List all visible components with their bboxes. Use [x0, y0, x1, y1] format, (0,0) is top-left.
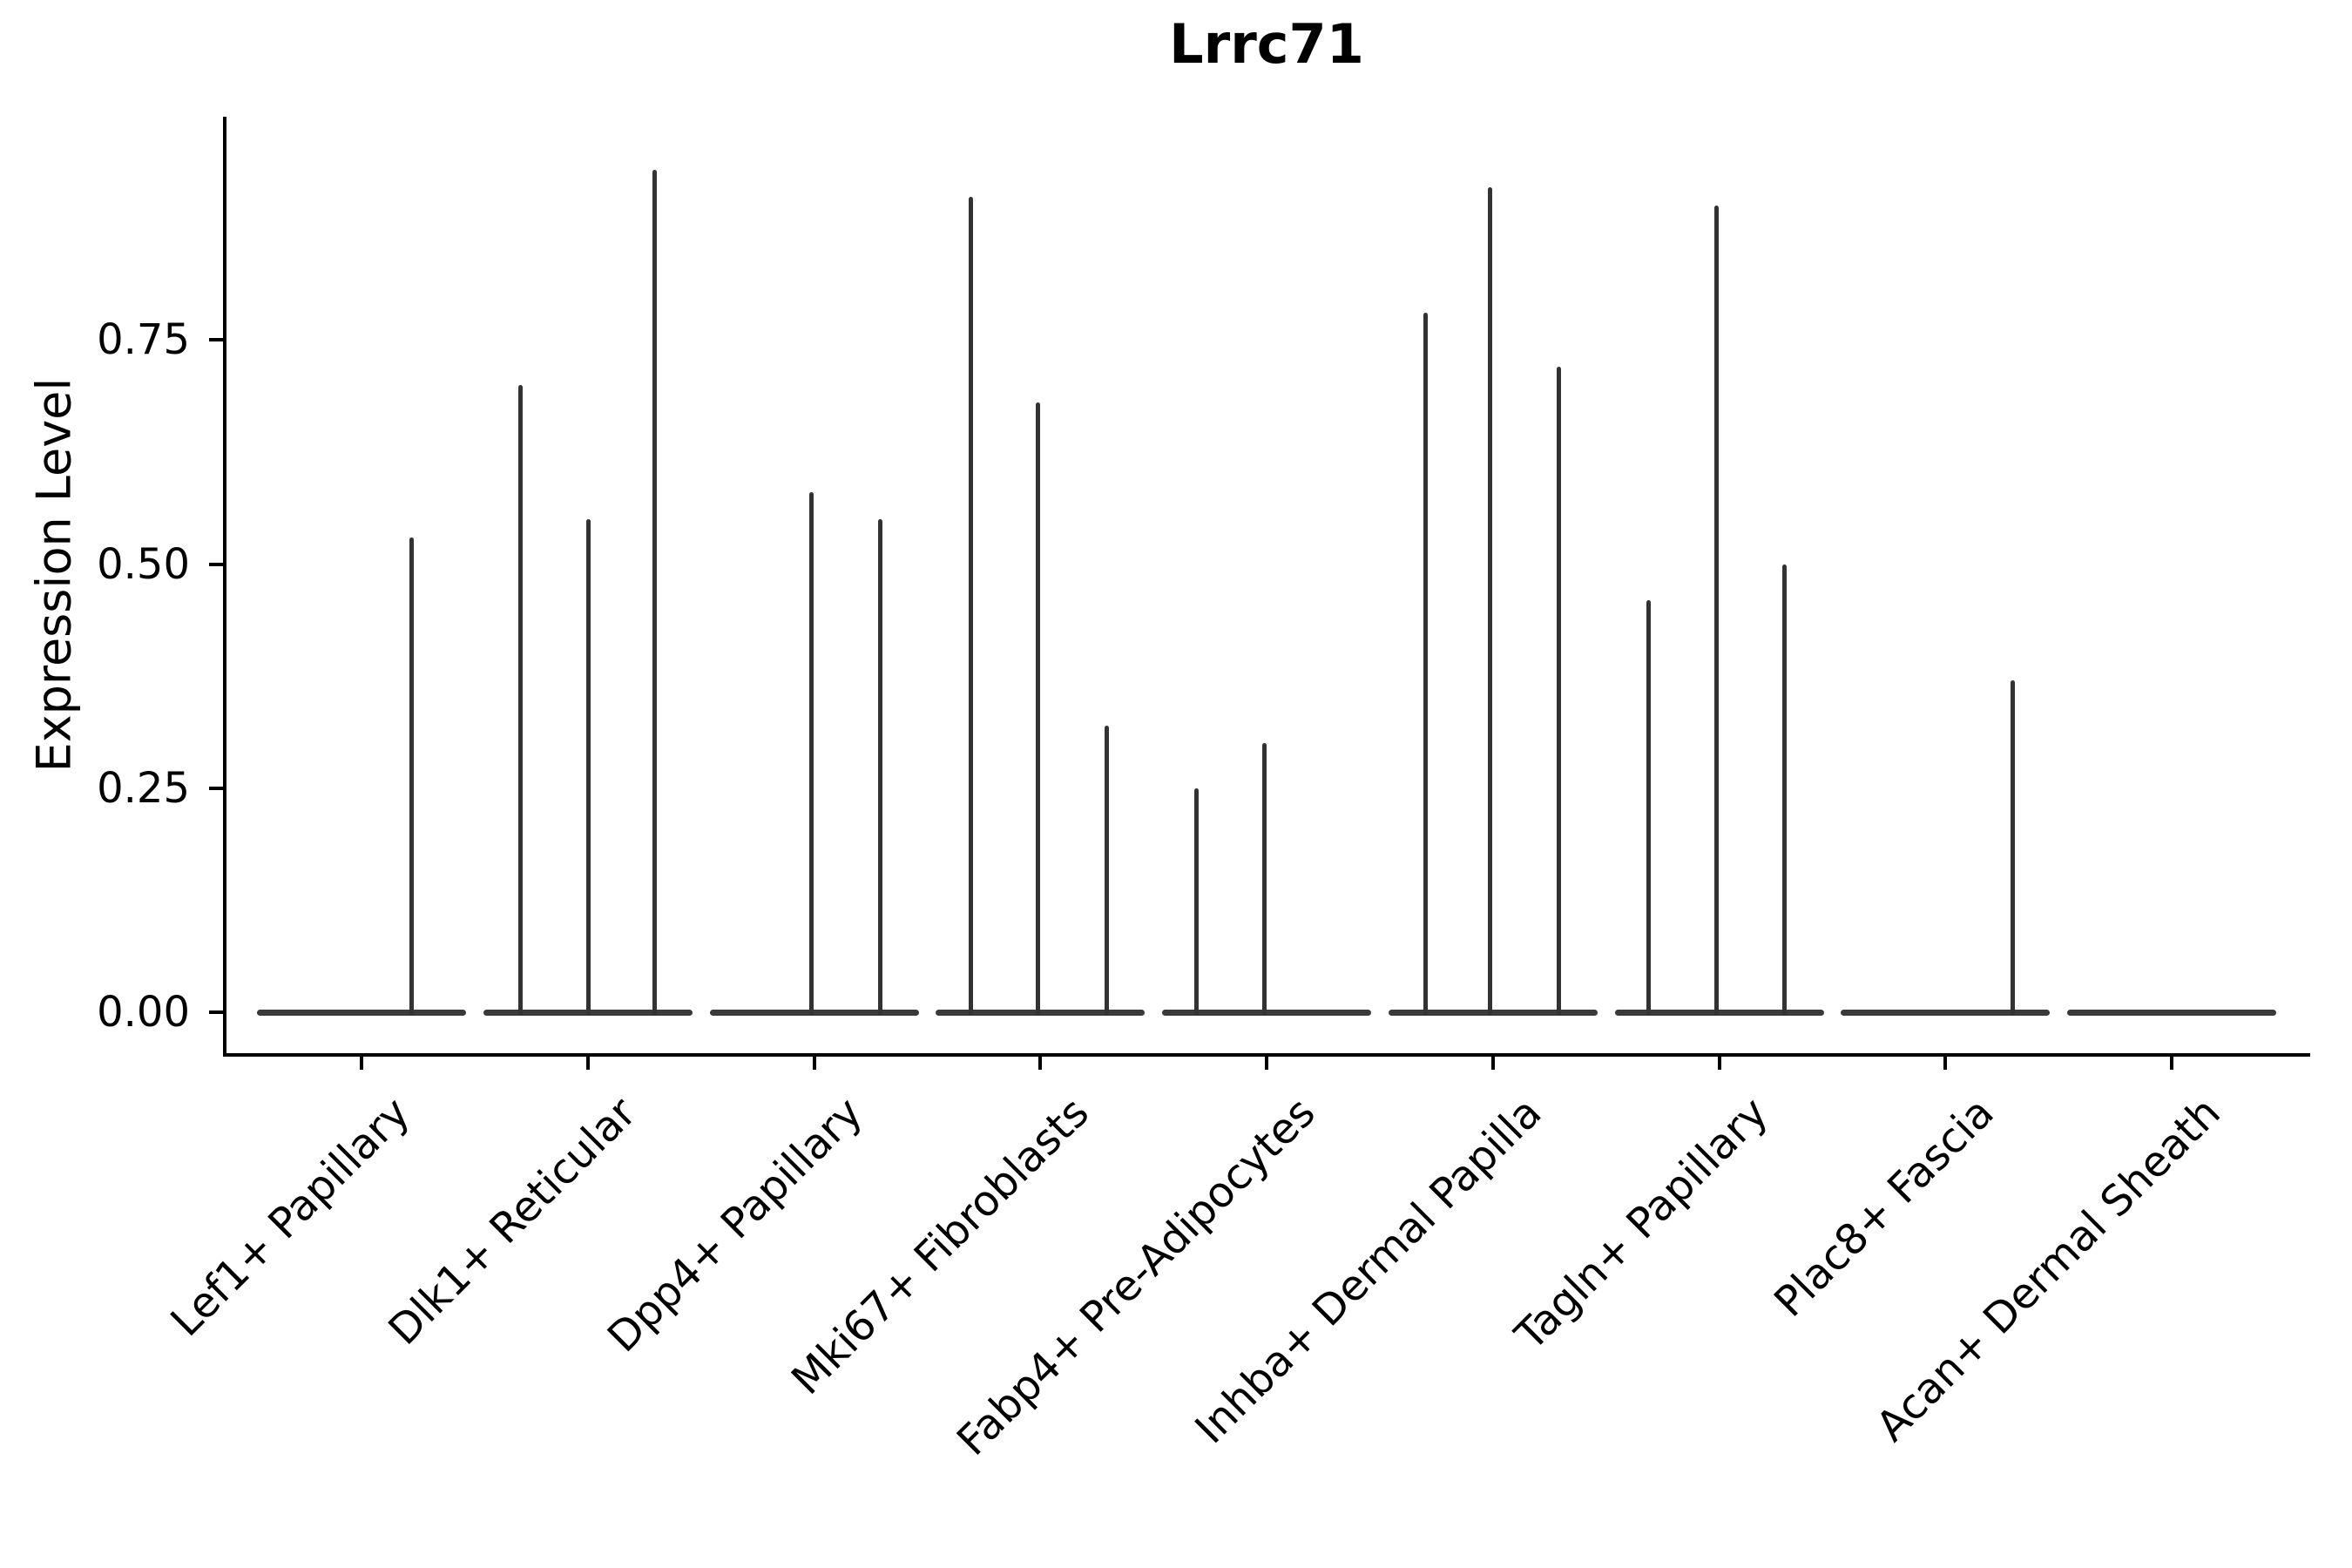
violin-spike [1423, 313, 1429, 1015]
x-tick-label: Tagln+ Papillary [1505, 1088, 1778, 1360]
violin-spike [518, 384, 524, 1015]
x-tick [1265, 1053, 1268, 1070]
x-tick [1943, 1053, 1948, 1070]
y-axis-spine [223, 117, 226, 1057]
y-tick [209, 1010, 225, 1014]
violin-zero-bar [2067, 1010, 2276, 1016]
x-tick [1038, 1053, 1043, 1070]
y-tick-label: 0.00 [97, 988, 190, 1037]
x-tick [1717, 1053, 1721, 1070]
x-tick-label: Lef1+ Papillary [161, 1088, 420, 1347]
y-tick-label: 0.75 [97, 315, 190, 365]
violin-spike [809, 492, 814, 1015]
y-tick-label: 0.50 [97, 539, 190, 589]
violin-spike [1261, 743, 1267, 1015]
x-tick [812, 1053, 816, 1070]
violin-spike [968, 196, 973, 1015]
y-tick [209, 562, 225, 566]
x-tick-label: Dlk1+ Reticular [379, 1088, 646, 1355]
violin-spike [878, 519, 882, 1015]
x-tick [360, 1053, 363, 1070]
violin-zero-bar [1162, 1010, 1371, 1016]
x-tick-label: Dpp4+ Papillary [598, 1088, 873, 1362]
violin-spike [409, 537, 414, 1015]
y-tick-label: 0.25 [97, 763, 190, 813]
violin-spike [1782, 564, 1787, 1015]
plot-title: Lrrc71 [1169, 12, 1364, 76]
y-tick [209, 786, 225, 790]
violin-spike [1557, 367, 1562, 1015]
x-tick [585, 1053, 590, 1070]
violin-spike [2010, 680, 2015, 1015]
violin-zero-bar [1614, 1010, 1824, 1016]
violin-spike [586, 519, 591, 1015]
x-tick [2170, 1053, 2173, 1070]
x-tick-label: Plac8+ Fascia [1765, 1088, 2004, 1327]
y-tick [209, 338, 225, 342]
violin-zero-bar [1388, 1010, 1598, 1016]
violin-zero-bar [936, 1010, 1146, 1016]
violin-spike [1193, 787, 1199, 1015]
violin-spike [1646, 599, 1651, 1015]
violin-spike [1104, 725, 1109, 1015]
violin-zero-bar [257, 1010, 466, 1016]
violin-spike [1488, 187, 1493, 1015]
violin-spike [1714, 205, 1719, 1015]
violin-zero-bar [1841, 1010, 2051, 1016]
violin-spike [1035, 402, 1040, 1015]
violin-spike [652, 169, 658, 1015]
x-tick [1490, 1053, 1495, 1070]
violin-zero-bar [709, 1010, 919, 1016]
